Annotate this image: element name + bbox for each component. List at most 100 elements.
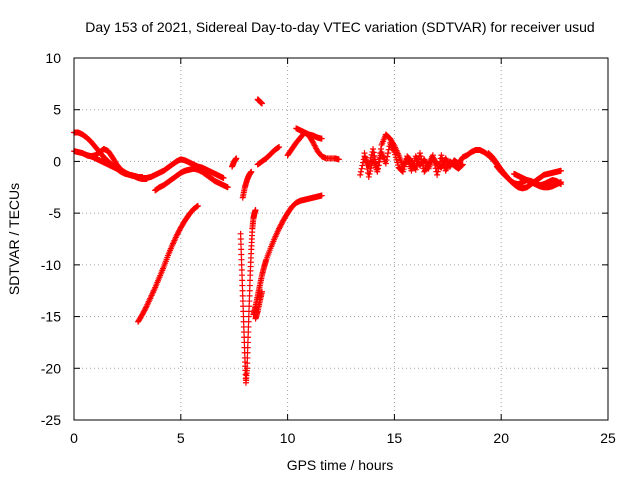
data-point-fill <box>240 313 247 320</box>
data-point-fill <box>384 153 391 160</box>
y-tick-label: 10 <box>45 50 61 66</box>
data-point <box>434 171 441 178</box>
data-point-fill <box>239 282 246 289</box>
data-point <box>143 176 150 183</box>
data-point-fill <box>245 323 252 330</box>
series-track-n <box>293 125 325 142</box>
series-track-p <box>361 139 466 180</box>
data-point <box>318 192 325 199</box>
data-point-fill <box>459 162 466 169</box>
data-point-fill <box>247 277 254 284</box>
data-point-fill <box>239 277 246 284</box>
data-point-fill <box>357 168 364 175</box>
data-point <box>361 150 368 157</box>
series-track-e <box>135 202 201 325</box>
data-point <box>248 168 255 175</box>
y-tick-label: -15 <box>41 309 61 325</box>
data-point <box>357 171 364 178</box>
series-track-f <box>229 155 240 170</box>
plot-frame <box>73 57 609 421</box>
series-track-c <box>83 146 150 183</box>
data-points <box>71 96 565 386</box>
data-point-fill <box>246 282 253 289</box>
data-point <box>318 135 325 142</box>
data-point-fill <box>240 308 247 315</box>
data-point-fill <box>377 155 384 162</box>
data-point-fill <box>436 158 443 165</box>
data-point-fill <box>239 287 246 294</box>
axis-ticks: 0 5 10 15 20 25 10 5 0 -5 -10 -15 -20 -25 <box>41 50 616 446</box>
data-point-fill <box>245 329 252 336</box>
data-point <box>429 152 436 159</box>
x-tick-label: 25 <box>600 430 616 446</box>
y-tick-label: -25 <box>41 412 61 428</box>
data-point-fill <box>245 313 252 320</box>
data-point <box>370 146 377 153</box>
series-track-g <box>237 207 259 386</box>
data-point-fill <box>377 146 384 153</box>
data-point <box>244 365 251 372</box>
data-point-fill <box>246 287 253 294</box>
data-point-fill <box>244 360 251 367</box>
series-track-d <box>152 165 231 194</box>
data-point <box>245 334 252 341</box>
y-tick-label: 5 <box>53 102 61 118</box>
series-track-l <box>254 96 265 107</box>
data-point-fill <box>435 165 442 172</box>
data-point-fill <box>375 162 382 169</box>
data-point-fill <box>413 163 420 170</box>
data-point-fill <box>366 171 373 178</box>
data-point <box>276 143 283 150</box>
data-point <box>365 173 372 180</box>
y-tick-label: -20 <box>41 360 61 376</box>
data-point-fill <box>358 165 365 172</box>
data-point-fill <box>238 256 245 263</box>
data-point-fill <box>237 236 244 242</box>
data-point-fill <box>430 155 437 162</box>
data-point <box>558 179 565 186</box>
data-point-fill <box>245 318 252 325</box>
data-point-fill <box>383 157 390 164</box>
data-point-fill <box>246 298 253 305</box>
data-point-fill <box>376 158 383 165</box>
series-track-i <box>250 192 325 318</box>
x-tick-label: 15 <box>387 430 403 446</box>
data-point <box>558 167 565 174</box>
data-point-fill <box>375 165 382 172</box>
data-point <box>224 184 231 191</box>
data-point-fill <box>239 272 246 279</box>
data-point-fill <box>371 152 378 159</box>
data-point-fill <box>414 161 421 168</box>
data-point <box>374 168 381 175</box>
data-point-fill <box>238 246 245 253</box>
data-point-fill <box>370 149 377 156</box>
data-point <box>382 160 389 167</box>
data-point-fill <box>384 150 391 157</box>
data-point-fill <box>360 159 367 166</box>
data-point <box>233 155 240 162</box>
x-tick-label: 10 <box>280 430 296 446</box>
x-tick-label: 5 <box>177 430 185 446</box>
data-point-fill <box>246 292 253 299</box>
grid <box>74 58 608 420</box>
series-track-k <box>254 143 283 168</box>
data-point <box>417 150 424 157</box>
data-point <box>412 166 419 173</box>
data-point <box>239 292 246 299</box>
data-point-fill <box>385 146 392 153</box>
series-track-m <box>284 129 342 163</box>
x-axis-label: GPS time / hours <box>287 457 394 473</box>
series-track-h <box>239 168 255 201</box>
y-tick-label: -5 <box>49 205 62 221</box>
y-axis-label: SDTVAR / TECUs <box>6 183 22 295</box>
series-track-s <box>511 170 565 191</box>
data-point-fill <box>238 267 245 274</box>
data-point-fill <box>244 349 251 356</box>
x-tick-label: 20 <box>493 430 509 446</box>
series-track-j <box>252 288 265 322</box>
data-point-fill <box>244 344 251 351</box>
data-point-fill <box>431 158 438 165</box>
data-point-fill <box>362 154 369 161</box>
data-point <box>194 202 201 209</box>
